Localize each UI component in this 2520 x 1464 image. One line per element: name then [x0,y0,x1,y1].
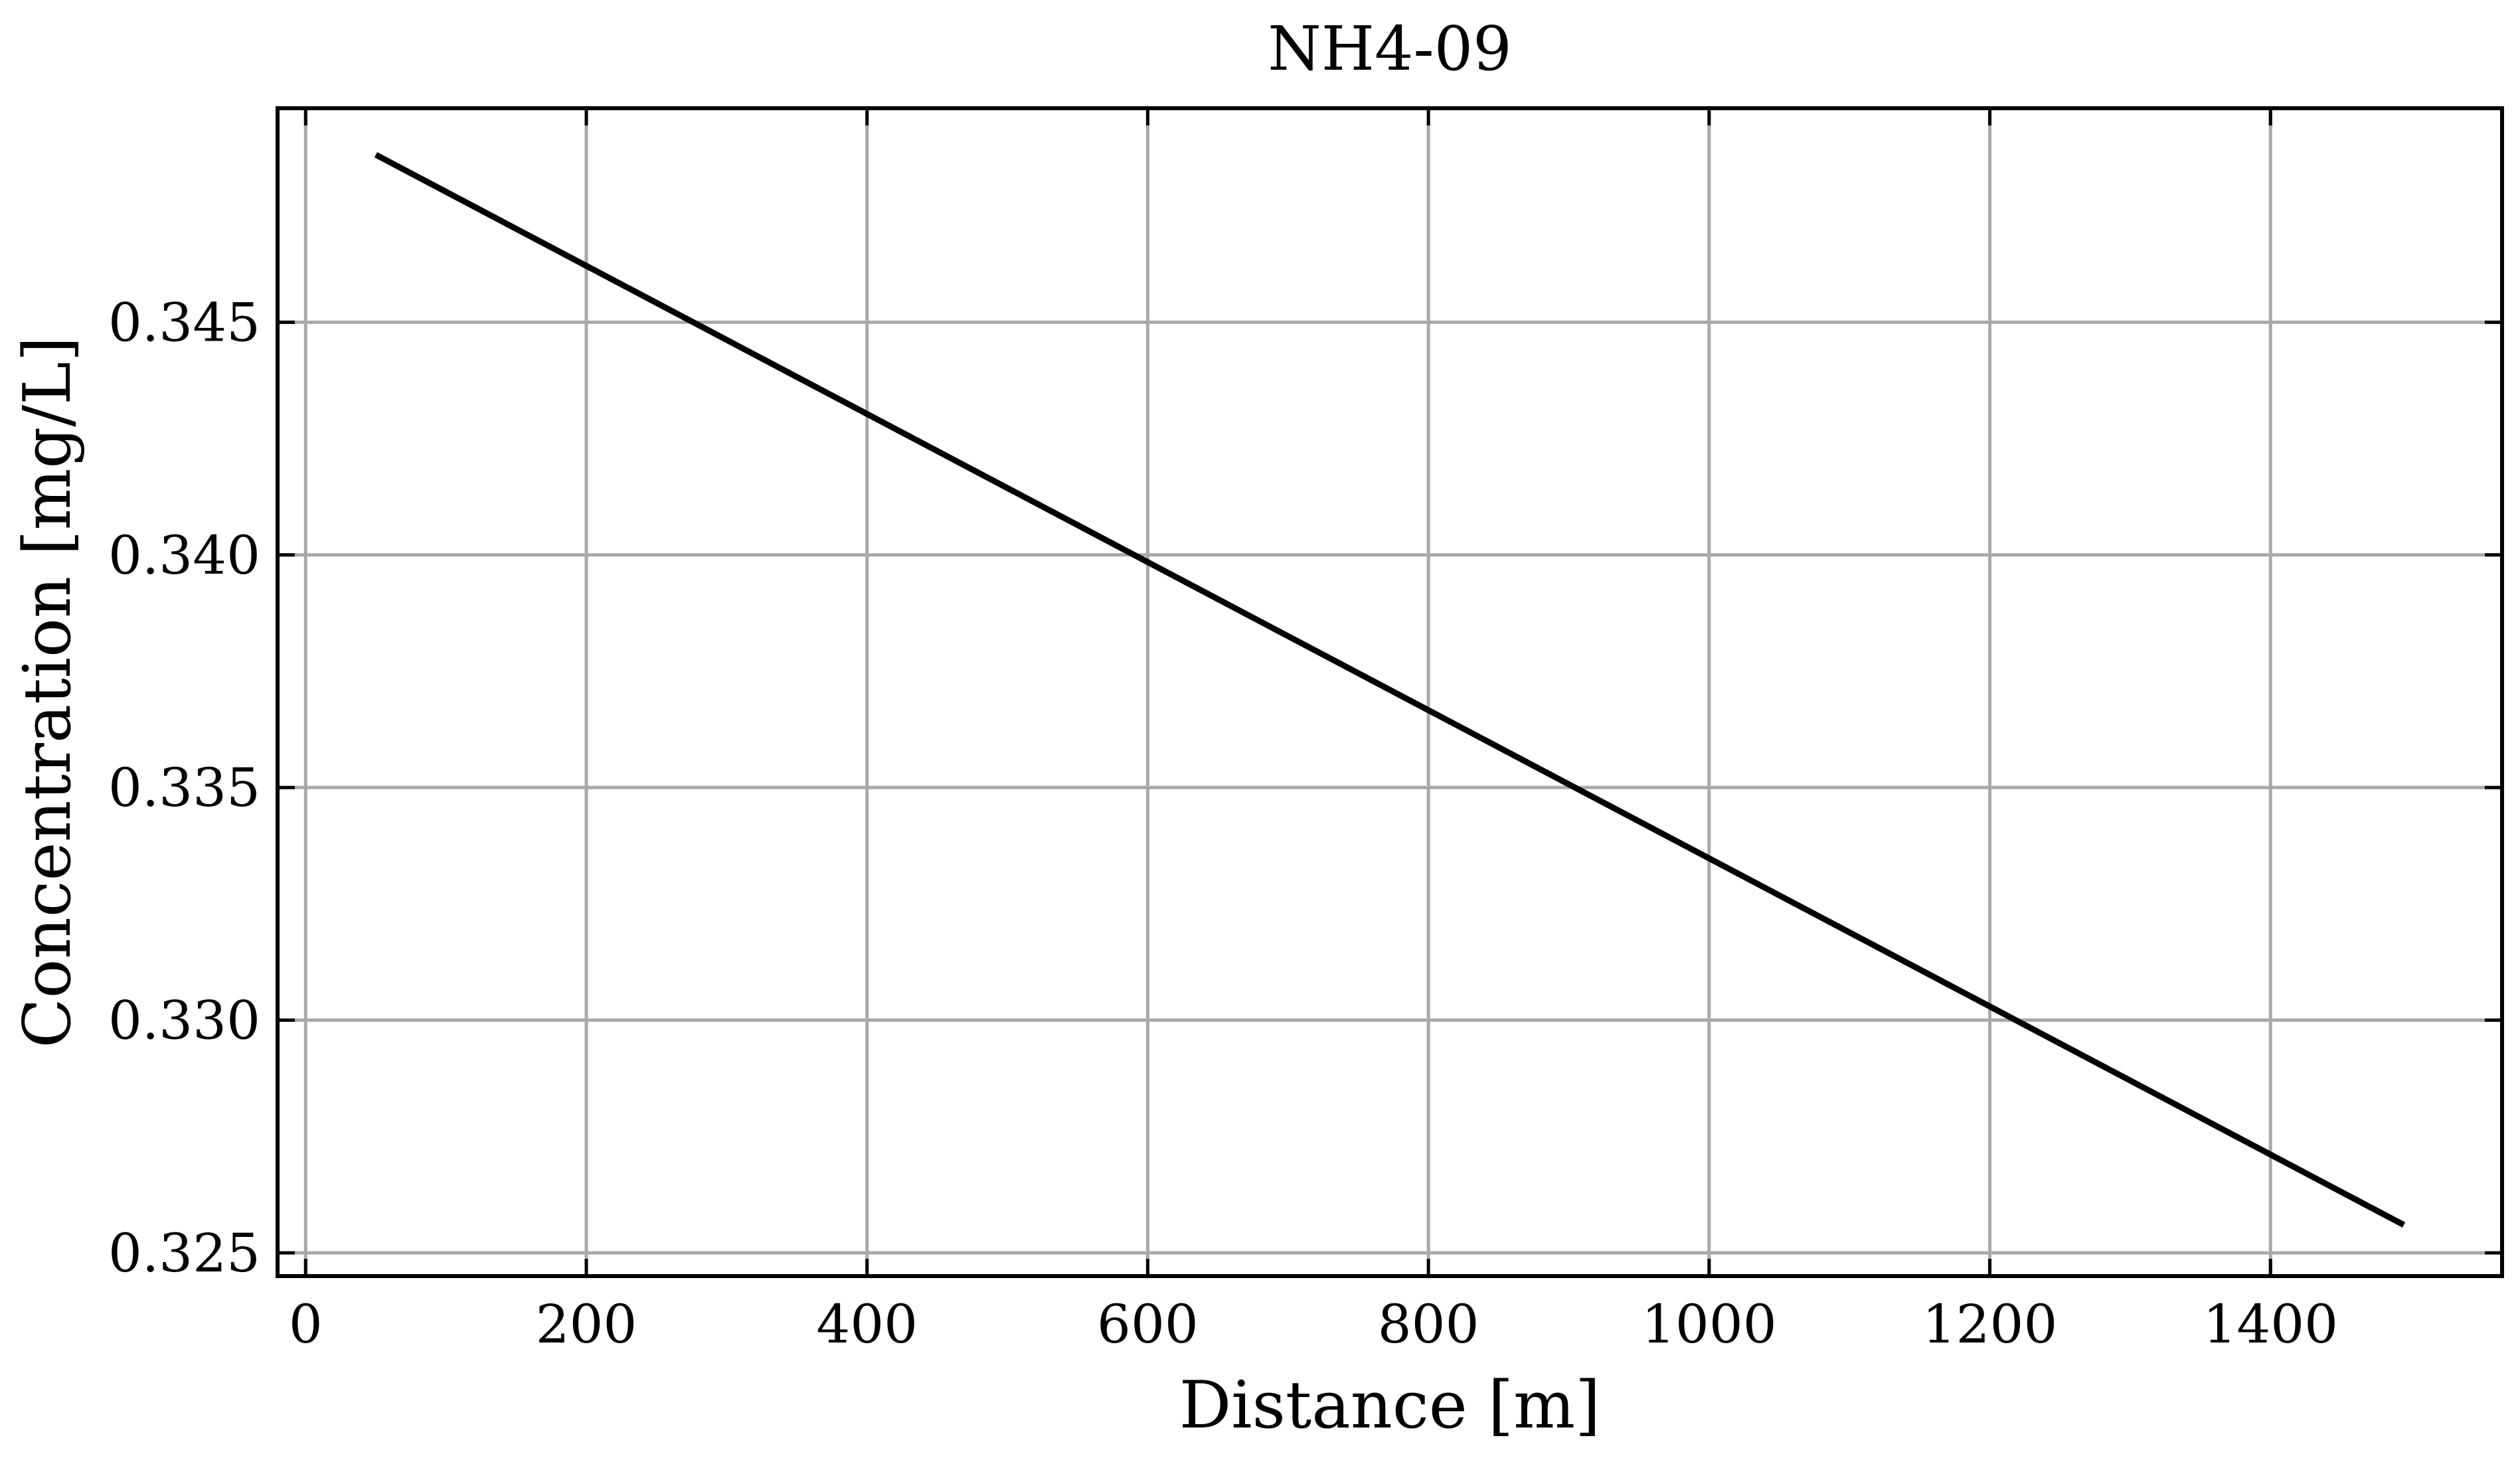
y-tick-label: 0.330 [108,990,260,1052]
y-tick-label: 0.345 [108,291,260,353]
x-tick-label: 1400 [2203,1293,2338,1355]
series-line [374,152,2406,1228]
x-tick-label: 400 [816,1293,918,1355]
plot-frame [276,106,2504,1278]
y-tick-label: 0.325 [108,1222,260,1284]
x-tick-label: 1000 [1641,1293,1777,1355]
chart-title: NH4-09 [1268,13,1511,84]
x-tick-label: 600 [1097,1293,1199,1355]
ticks [278,108,2502,1276]
x-tick-label: 200 [536,1293,637,1355]
series-layer [374,152,2406,1228]
y-axis-label: Concentration [mg/L] [10,337,86,1048]
x-tick-label: 0 [289,1293,323,1355]
x-axis-label: Distance [m] [1179,1368,1601,1443]
x-tick-label: 800 [1378,1293,1479,1355]
y-tick-label: 0.340 [108,525,260,586]
y-tick-labels: 0.325 0.330 0.335 0.340 0.345 [108,291,260,1284]
x-tick-label: 1200 [1922,1293,2058,1355]
x-tick-labels: 0 200 400 600 800 1000 1200 1400 [289,1293,2338,1355]
grid [278,108,2502,1276]
y-tick-label: 0.335 [108,757,260,819]
